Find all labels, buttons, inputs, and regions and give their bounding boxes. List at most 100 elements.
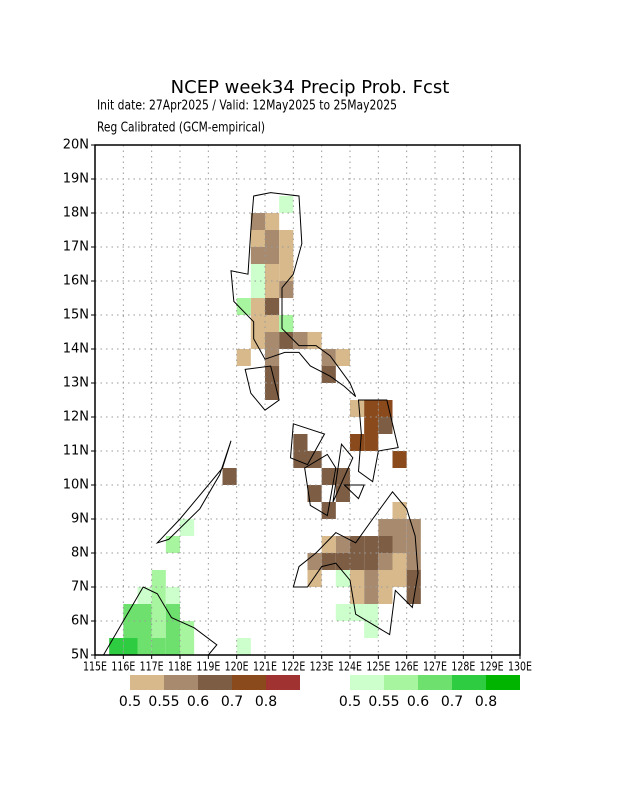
dry-cell [335,536,350,553]
wet-cell [137,604,152,621]
wet-cell [250,281,265,298]
dry-colorbar-box [164,675,198,690]
dry-cell [406,536,421,553]
dry-cell [307,332,322,349]
dry-cell [279,264,294,281]
dry-colorbar-label: 0.5 [119,694,141,710]
dry-cell [350,434,365,451]
wet-cell [364,604,379,621]
dry-cell [279,332,294,349]
wet-cell [165,604,180,621]
y-tick-label: 6N [71,614,89,629]
y-tick-label: 8N [71,546,89,561]
wet-cell [335,570,350,587]
dry-cell [265,366,280,383]
y-tick-label: 20N [63,138,89,153]
wet-cell [151,638,166,655]
x-tick-label: 119E [196,660,220,674]
y-tick-label: 16N [63,274,89,289]
dry-cell [250,247,265,264]
x-tick-label: 128E [451,660,475,674]
chart-subtitle: Init date: 27Apr2025 / Valid: 12May2025 … [97,99,397,114]
dry-cell [364,570,379,587]
dry-cell [378,553,393,570]
y-tick-label: 13N [63,376,89,391]
x-tick-label: 127E [423,660,447,674]
y-tick-label: 11N [63,444,89,459]
wet-colorbar-label: 0.55 [368,694,399,710]
wet-cell [151,621,166,638]
dry-cell [265,332,280,349]
dry-cell [350,570,365,587]
dry-cell [364,417,379,434]
dry-cell [279,230,294,247]
wet-cell [236,298,251,315]
dry-cell [364,553,379,570]
x-tick-label: 129E [480,660,504,674]
x-tick-label: 117E [140,660,164,674]
dry-cell [406,570,421,587]
wet-cell [335,604,350,621]
dry-cell [350,553,365,570]
dry-cell [293,434,308,451]
wet-colorbar-box [384,675,418,690]
dry-colorbar-label: 0.55 [148,694,179,710]
coastline [104,587,217,655]
wet-cell [123,638,138,655]
wet-cell [180,519,195,536]
wet-colorbar-box [418,675,452,690]
dry-cell [364,536,379,553]
dry-cell [307,553,322,570]
dry-cell [392,536,407,553]
wet-colorbar-box [452,675,486,690]
coastline [245,366,364,516]
dry-colorbar-box [232,675,266,690]
dry-cell [265,247,280,264]
dry-cell [392,570,407,587]
wet-colorbar-label: 0.5 [339,694,361,710]
x-tick-label: 118E [168,660,192,674]
dry-colorbar-box [198,675,232,690]
coastline [293,492,418,635]
dry-cell [293,451,308,468]
wet-cell [151,570,166,587]
dry-cell [321,468,336,485]
dry-cell [236,349,251,366]
dry-cell [265,281,280,298]
dry-cell [350,536,365,553]
dry-cell [321,502,336,519]
wet-colorbar-box [350,675,384,690]
y-tick-label: 12N [63,410,89,425]
dry-cell [321,553,336,570]
y-tick-label: 15N [63,308,89,323]
wet-cell [137,638,152,655]
wet-cell [180,638,195,655]
dry-cell [321,366,336,383]
dry-cell [392,451,407,468]
y-tick-label: 17N [63,240,89,255]
dry-cell [335,485,350,502]
dry-cell [265,213,280,230]
y-tick-label: 10N [63,478,89,493]
dry-cell [265,264,280,281]
dry-cell [406,519,421,536]
dry-colorbar-label: 0.6 [187,694,209,710]
wet-cell [109,638,124,655]
dry-cell [392,502,407,519]
x-tick-label: 130E [508,660,532,674]
wet-cell [250,264,265,281]
dry-colorbar-box [266,675,300,690]
dry-cell [406,553,421,570]
coastlines [104,193,418,655]
x-tick-label: 124E [338,660,362,674]
x-tick-label: 121E [253,660,277,674]
dry-cell [250,315,265,332]
y-tick-label: 9N [71,512,89,527]
dry-cell [321,349,336,366]
x-tick-label: 125E [366,660,390,674]
dry-cell [250,230,265,247]
plot-frame [94,144,521,656]
dry-cell [250,298,265,315]
